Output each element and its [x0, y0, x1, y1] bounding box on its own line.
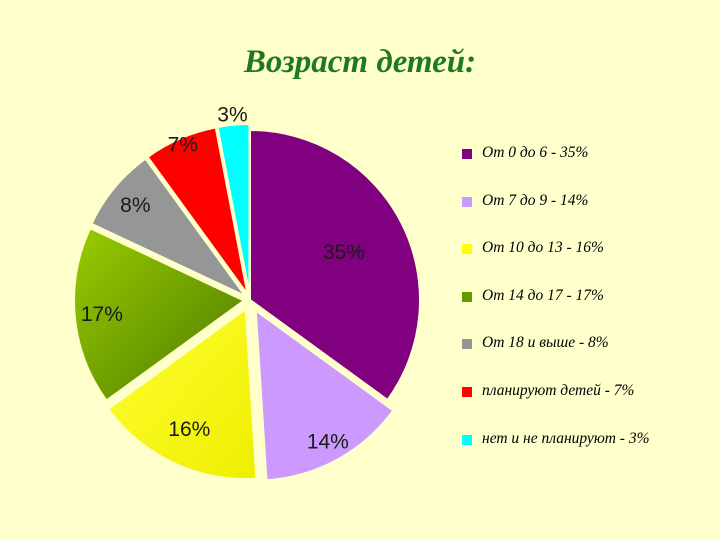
slice-label-6: 3%	[217, 104, 247, 127]
pie-slice-1	[254, 308, 395, 482]
legend-item-4: От 18 и выше - 8%	[462, 334, 650, 382]
legend-label: От 18 и выше - 8%	[482, 334, 609, 352]
legend-item-0: От 0 до 6 - 35%	[462, 144, 650, 192]
legend-swatch	[462, 291, 472, 302]
legend-label: планируют детей - 7%	[482, 381, 635, 399]
legend-swatch	[462, 339, 472, 350]
pie-slice-6	[216, 123, 251, 295]
legend-item-5: планируют детей - 7%	[462, 382, 650, 430]
legend-label: нет и не планируют - 3%	[482, 429, 650, 447]
slice-label-2: 16%	[168, 418, 210, 441]
chart-title: Возраст детей:	[243, 44, 477, 80]
legend-swatch	[462, 434, 472, 445]
pie-slice-4	[90, 157, 247, 298]
pie-slice-3	[73, 226, 246, 402]
legend-swatch	[462, 386, 472, 397]
legend-label: От 14 до 17 - 17%	[482, 286, 604, 304]
legend-swatch	[462, 244, 472, 255]
legend-label: От 7 до 9 - 14%	[482, 191, 589, 209]
pie-slice-2	[106, 307, 258, 481]
legend-item-1: От 7 до 9 - 14%	[462, 192, 650, 240]
legend-label: От 0 до 6 - 35%	[482, 144, 589, 161]
legend-item-6: нет и не планируют - 3%	[462, 430, 650, 478]
legend-item-3: От 14 до 17 - 17%	[462, 287, 650, 335]
slice-label-1: 14%	[307, 431, 349, 454]
pie-slice-5	[146, 126, 249, 296]
legend-label: От 10 до 13 - 16%	[482, 239, 604, 257]
slice-label-3: 17%	[81, 303, 123, 326]
chart-legend: От 0 до 6 - 35% От 7 до 9 - 14% От 10 до 1…	[462, 144, 650, 477]
legend-swatch	[462, 196, 472, 207]
legend-swatch	[462, 149, 472, 159]
slice-label-4: 8%	[120, 194, 150, 217]
legend-item-2: От 10 до 13 - 16%	[462, 239, 650, 287]
slice-label-5: 7%	[168, 134, 198, 157]
slice-label-0: 35%	[323, 241, 365, 264]
pie-slice-0	[249, 128, 421, 402]
